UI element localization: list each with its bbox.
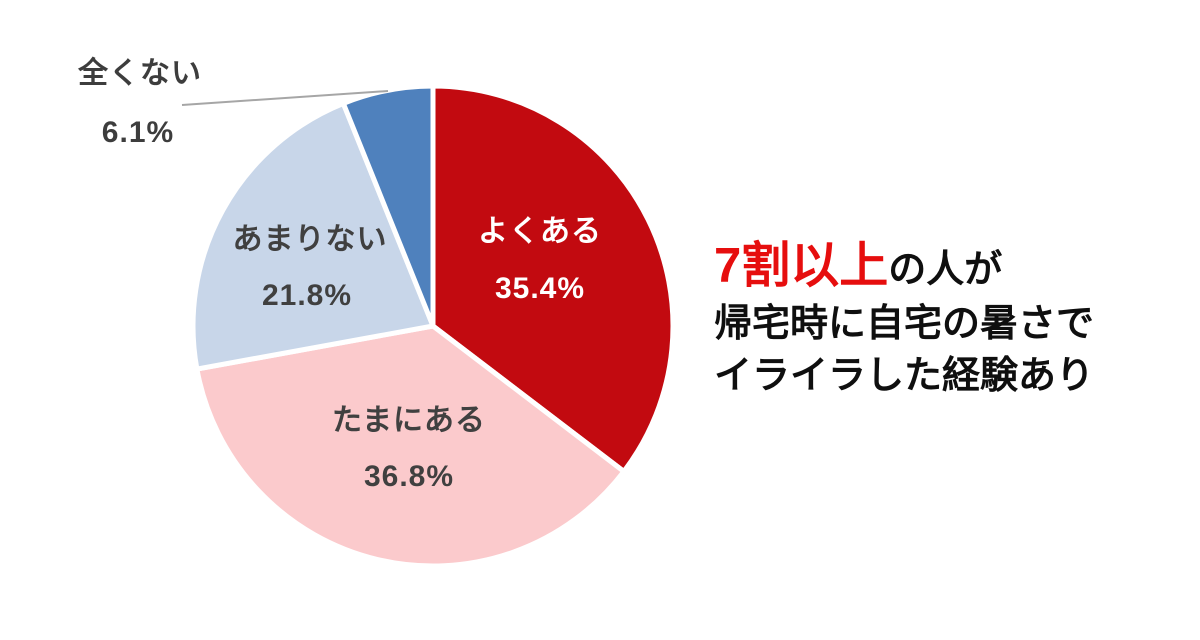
slice-pct-tamaniaru: 36.8% [363, 460, 455, 493]
pie-slice-2 [190, 100, 436, 372]
slice-pct-yokuaru: 35.4% [494, 272, 586, 305]
slice-pct-mattakunai: 6.1% [101, 116, 175, 149]
headline-line1-rest: の人が [888, 249, 1003, 291]
slice-pct-amarinai: 21.8% [261, 279, 353, 312]
slice-label-amarinai: あまりない [232, 223, 388, 256]
headline-text: 7割以上の人が 帰宅時に自宅の暑さで イライラした経験あり [714, 238, 1094, 402]
headline-highlight: 7割以上 [714, 239, 889, 293]
pie-slice-0 [430, 83, 676, 474]
headline-line2: 帰宅時に自宅の暑さで [714, 303, 1095, 345]
pie-slice-1 [194, 323, 627, 569]
slice-label-mattakunai: 全くない [78, 57, 202, 90]
slice-label-tamaniaru: たまにある [331, 404, 487, 437]
leader-line [181, 90, 389, 106]
slice-label-yokuaru: よくある [478, 215, 602, 248]
headline-line1: 7割以上の人が [714, 238, 1094, 298]
headline-line3: イライラした経験あり [714, 355, 1095, 397]
